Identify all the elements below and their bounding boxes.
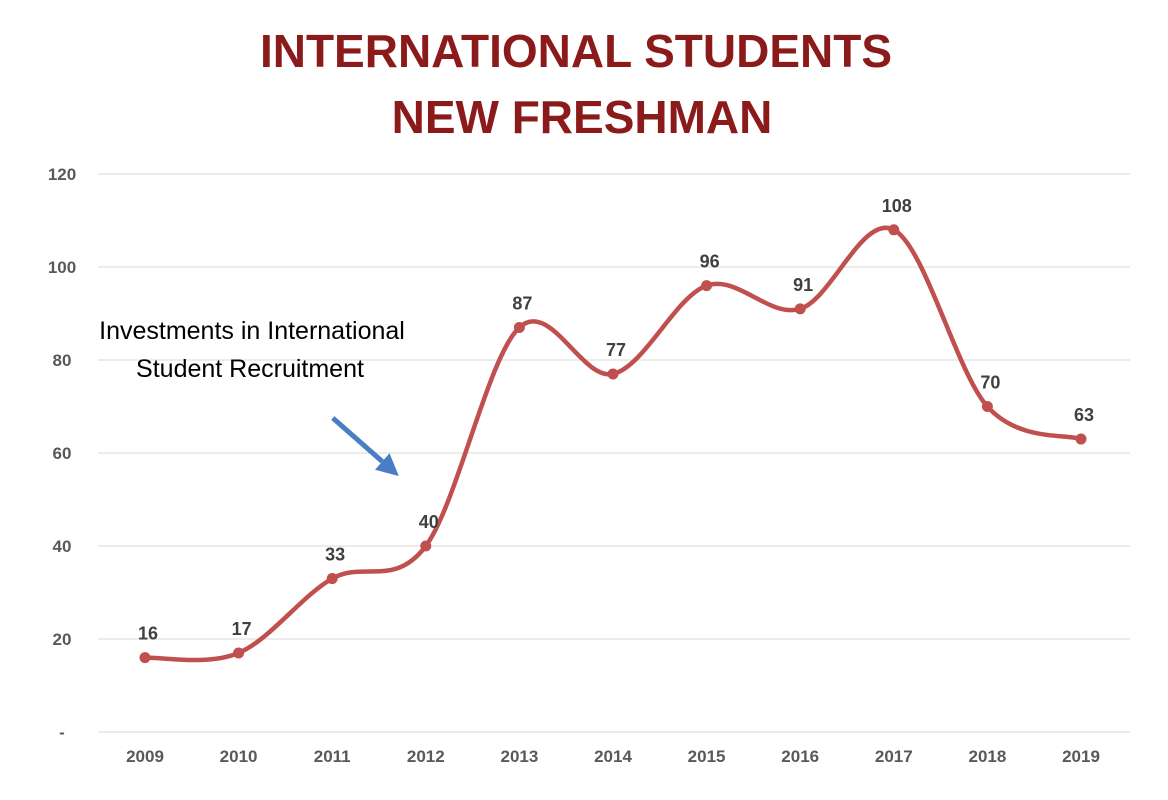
y-tick-label: 120 bbox=[48, 165, 76, 184]
annotation-arrow-head bbox=[375, 453, 399, 476]
data-label-2019: 63 bbox=[1074, 405, 1094, 425]
gridlines bbox=[98, 173, 1130, 733]
x-tick-label: 2015 bbox=[688, 747, 726, 766]
x-tick-label: 2013 bbox=[500, 747, 538, 766]
data-label-2013: 87 bbox=[512, 293, 532, 313]
data-point-2011 bbox=[326, 573, 338, 585]
y-axis-tick-labels: - 20 40 60 80 100 120 bbox=[48, 165, 76, 742]
data-label-2018: 70 bbox=[980, 373, 1000, 393]
y-tick-label: 80 bbox=[53, 351, 72, 370]
data-point-2010 bbox=[233, 647, 245, 659]
data-point-2014 bbox=[607, 368, 619, 380]
annotation-line-1: Investments in International bbox=[99, 317, 405, 345]
x-tick-label: 2012 bbox=[407, 747, 445, 766]
data-point-2018 bbox=[981, 401, 993, 412]
x-axis-tick-labels: 2009 2010 2011 2012 2013 2014 2015 2016 2017 2018… bbox=[126, 747, 1100, 766]
y-tick-label: 60 bbox=[53, 444, 72, 463]
annotation-line-2: Student Recruitment bbox=[136, 355, 364, 383]
x-tick-label: 2011 bbox=[314, 747, 351, 766]
series-line-layer bbox=[142, 225, 1084, 663]
data-point-2016 bbox=[794, 303, 806, 315]
data-label-2017: 108 bbox=[882, 196, 912, 216]
annotation-arrow-icon bbox=[331, 416, 399, 476]
data-label-2012: 40 bbox=[419, 512, 439, 532]
data-label-2014: 77 bbox=[606, 340, 626, 360]
data-label-2010: 17 bbox=[232, 619, 252, 639]
y-tick-label: 40 bbox=[53, 537, 72, 556]
y-tick-label: 20 bbox=[53, 630, 72, 649]
data-labels: 16 17 33 40 87 77 96 91 108 70 63 bbox=[138, 196, 1094, 644]
data-point-2019 bbox=[1075, 433, 1087, 445]
data-label-2011: 33 bbox=[325, 545, 345, 565]
data-points bbox=[139, 224, 1087, 664]
chart-title-line-2: NEW FRESHMAN bbox=[392, 91, 773, 143]
x-tick-label: 2009 bbox=[126, 747, 164, 766]
x-tick-label: 2018 bbox=[968, 747, 1006, 766]
data-point-2009 bbox=[139, 652, 151, 664]
x-tick-label: 2014 bbox=[594, 747, 632, 766]
data-label-2015: 96 bbox=[700, 252, 720, 272]
series-line bbox=[142, 225, 1084, 663]
data-point-2015 bbox=[701, 280, 713, 292]
data-label-2016: 91 bbox=[793, 275, 813, 295]
data-point-2012 bbox=[420, 540, 432, 552]
x-tick-label: 2019 bbox=[1062, 747, 1100, 766]
data-label-2009: 16 bbox=[138, 624, 158, 644]
x-tick-label: 2017 bbox=[875, 747, 913, 766]
y-tick-label: 100 bbox=[48, 258, 76, 277]
data-point-2013 bbox=[513, 321, 525, 333]
x-tick-label: 2010 bbox=[220, 747, 258, 766]
y-tick-label: - bbox=[59, 723, 65, 742]
chart-title-line-1: INTERNATIONAL STUDENTS bbox=[260, 25, 892, 77]
annotation-arrow-shaft bbox=[331, 416, 384, 464]
x-tick-label: 2016 bbox=[781, 747, 819, 766]
data-point-2017 bbox=[888, 224, 900, 236]
